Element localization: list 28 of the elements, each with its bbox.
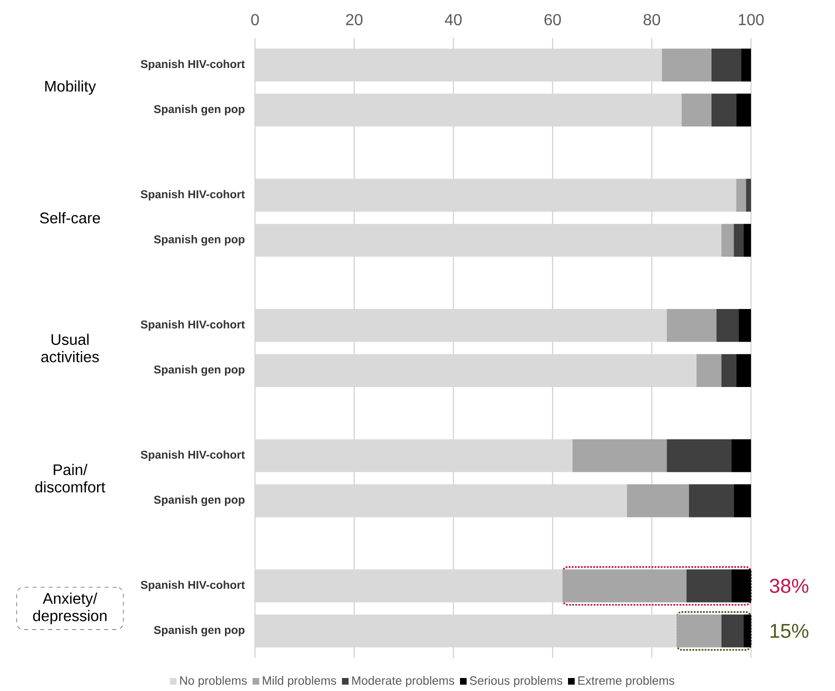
y-tick-label: Spanish gen pop bbox=[154, 235, 244, 246]
legend-label: Mild problems bbox=[262, 676, 336, 688]
legend-label: Extreme problems bbox=[578, 676, 674, 688]
y-tick-label: Spanish HIV-cohort bbox=[140, 190, 245, 201]
x-tick-label: 20 bbox=[346, 14, 362, 26]
legend-label: No problems bbox=[180, 676, 247, 688]
x-tick-label: 0 bbox=[251, 14, 259, 26]
text: Mobility bbox=[45, 80, 96, 95]
y-tick-label: Spanish HIV-cohort bbox=[140, 60, 245, 70]
x-tick-label: 40 bbox=[444, 14, 462, 26]
y-tick-label: Spanish HIV-cohort bbox=[140, 320, 245, 331]
x-tick-label: 100 bbox=[738, 14, 764, 26]
y-tick-label: Spanish gen pop bbox=[154, 495, 244, 506]
text: Pain/ discomfort bbox=[35, 464, 106, 492]
x-tick-label: 60 bbox=[544, 14, 561, 26]
legend-label: Moderate problems bbox=[352, 676, 454, 688]
text: Usual activities bbox=[41, 334, 99, 362]
text: 38% bbox=[770, 578, 808, 593]
y-tick-label: Spanish gen pop bbox=[154, 626, 244, 636]
y-tick-label: Spanish HIV-cohort bbox=[140, 580, 245, 592]
text: 15% bbox=[770, 624, 808, 638]
x-tick-label: 80 bbox=[644, 14, 660, 26]
y-tick-label: Spanish gen pop bbox=[154, 365, 244, 376]
y-tick-label: Spanish HIV-cohort bbox=[140, 450, 245, 461]
y-tick-label: Spanish gen pop bbox=[154, 104, 244, 116]
text: Anxiety/ depression bbox=[33, 592, 106, 624]
legend-label: Serious problems bbox=[470, 676, 562, 688]
text: Self-care bbox=[40, 212, 100, 224]
